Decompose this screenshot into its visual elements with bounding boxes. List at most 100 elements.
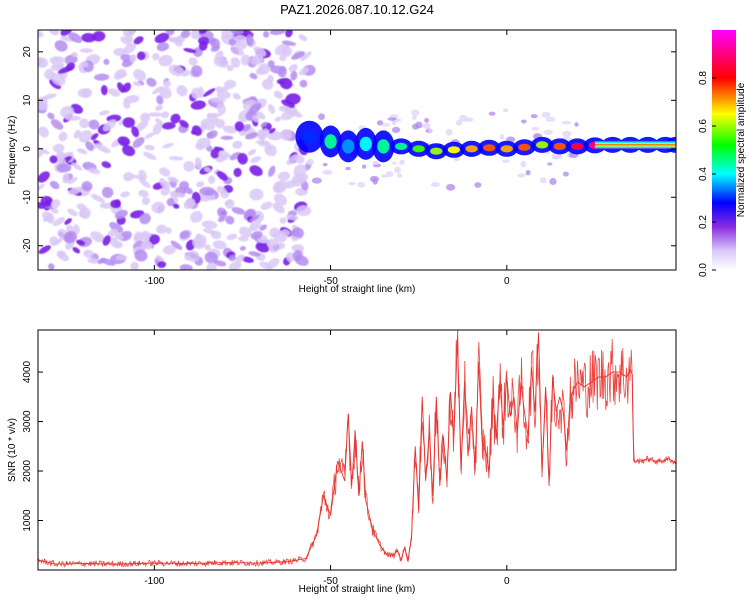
- noise-blob: [249, 214, 260, 223]
- noise-blob: [140, 230, 152, 242]
- noise-blob: [168, 156, 184, 161]
- noise-blob: [90, 133, 99, 141]
- noise-blob: [81, 60, 89, 68]
- noise-blob: [87, 167, 101, 175]
- noise-blob: [298, 34, 308, 42]
- noise-blob: [249, 220, 261, 232]
- noise-blob: [232, 93, 241, 100]
- noise-blob: [158, 54, 173, 67]
- noise-blob: [129, 54, 137, 63]
- noise-blob: [233, 34, 246, 43]
- noise-blob: [205, 189, 214, 196]
- noise-blob: [412, 123, 420, 130]
- noise-blob: [50, 207, 59, 214]
- noise-blob: [502, 159, 510, 163]
- noise-blob: [156, 95, 164, 105]
- noise-blob: [63, 231, 78, 244]
- colorbar-gradient: [712, 30, 736, 270]
- noise-blob: [157, 261, 167, 269]
- noise-blob: [260, 201, 273, 210]
- noise-blob: [99, 110, 110, 116]
- noise-blob: [281, 46, 293, 57]
- noise-blob: [240, 54, 251, 66]
- noise-blob: [190, 211, 203, 223]
- noise-blob: [232, 140, 243, 149]
- noise-blob: [453, 156, 460, 162]
- noise-blob: [155, 118, 164, 126]
- noise-blob: [230, 57, 241, 68]
- snr-xtick-label: 0: [504, 576, 510, 587]
- signal-point-core: [342, 139, 355, 154]
- noise-blob: [250, 54, 264, 66]
- noise-blob: [100, 258, 116, 266]
- noise-blob: [215, 86, 223, 93]
- noise-blob: [235, 254, 245, 263]
- noise-blob: [274, 193, 287, 206]
- snr-ytick-label: 4000: [22, 361, 33, 384]
- noise-blob: [300, 51, 312, 61]
- spectrogram-ytick-label: 0: [22, 146, 33, 152]
- noise-blob: [123, 171, 134, 182]
- spectrogram-ytick-label: -10: [22, 190, 33, 205]
- noise-blob: [267, 74, 274, 83]
- noise-blob: [114, 209, 128, 219]
- noise-blob: [57, 66, 74, 74]
- noise-blob: [102, 119, 117, 132]
- noise-blob: [216, 90, 231, 100]
- noise-blob: [168, 64, 185, 77]
- noise-blob: [190, 65, 203, 78]
- noise-blob: [234, 121, 245, 132]
- noise-blob: [269, 30, 286, 35]
- noise-blob: [311, 177, 322, 184]
- noise-blob: [179, 264, 193, 270]
- snr-plot-area: [38, 330, 676, 568]
- noise-blob: [120, 36, 131, 46]
- noise-blob: [47, 112, 55, 120]
- noise-blob: [159, 178, 168, 188]
- noise-blob: [250, 231, 263, 240]
- noise-blob: [268, 244, 279, 253]
- noise-blob: [180, 30, 191, 39]
- noise-blob: [280, 129, 292, 141]
- noise-blob: [87, 257, 100, 264]
- noise-blob: [539, 177, 547, 184]
- noise-blob: [204, 244, 211, 251]
- signal-point-core: [412, 145, 425, 153]
- noise-blob: [58, 131, 68, 142]
- signal-point-core: [395, 142, 408, 150]
- noise-blob: [166, 198, 175, 207]
- noise-blob: [277, 171, 291, 181]
- noise-blob: [206, 262, 217, 270]
- noise-blob: [231, 207, 245, 215]
- snr-panel: -100 -50 0 1000 2000 3000 4000 Height of strai…: [7, 329, 677, 595]
- spectrogram-frame: [37, 29, 677, 271]
- noise-blob: [38, 171, 50, 183]
- noise-blob: [372, 160, 379, 165]
- noise-blob: [45, 215, 54, 224]
- noise-blob: [110, 199, 121, 209]
- noise-blob: [159, 167, 171, 177]
- noise-blob: [149, 234, 160, 245]
- noise-blob: [156, 42, 170, 52]
- noise-blob: [247, 149, 257, 156]
- noise-blob: [208, 37, 217, 45]
- noise-blob: [239, 226, 252, 238]
- noise-blob: [212, 240, 227, 250]
- spectrogram-xtick-label: -50: [323, 276, 338, 287]
- noise-blob: [190, 100, 206, 110]
- noise-blob: [100, 85, 108, 96]
- noise-blob: [53, 56, 67, 63]
- noise-blob: [281, 99, 295, 109]
- noise-blob: [218, 150, 229, 159]
- noise-blob: [380, 174, 388, 178]
- noise-blob: [135, 120, 149, 132]
- noise-blob: [217, 207, 228, 219]
- noise-blob: [133, 36, 144, 45]
- noise-blob: [322, 163, 328, 167]
- noise-blobs: [38, 30, 316, 270]
- noise-blob: [281, 180, 297, 189]
- noise-blob: [139, 213, 151, 225]
- snr-ytick-label: 1000: [22, 509, 33, 532]
- noise-blob: [131, 126, 140, 138]
- noise-blob: [183, 48, 197, 53]
